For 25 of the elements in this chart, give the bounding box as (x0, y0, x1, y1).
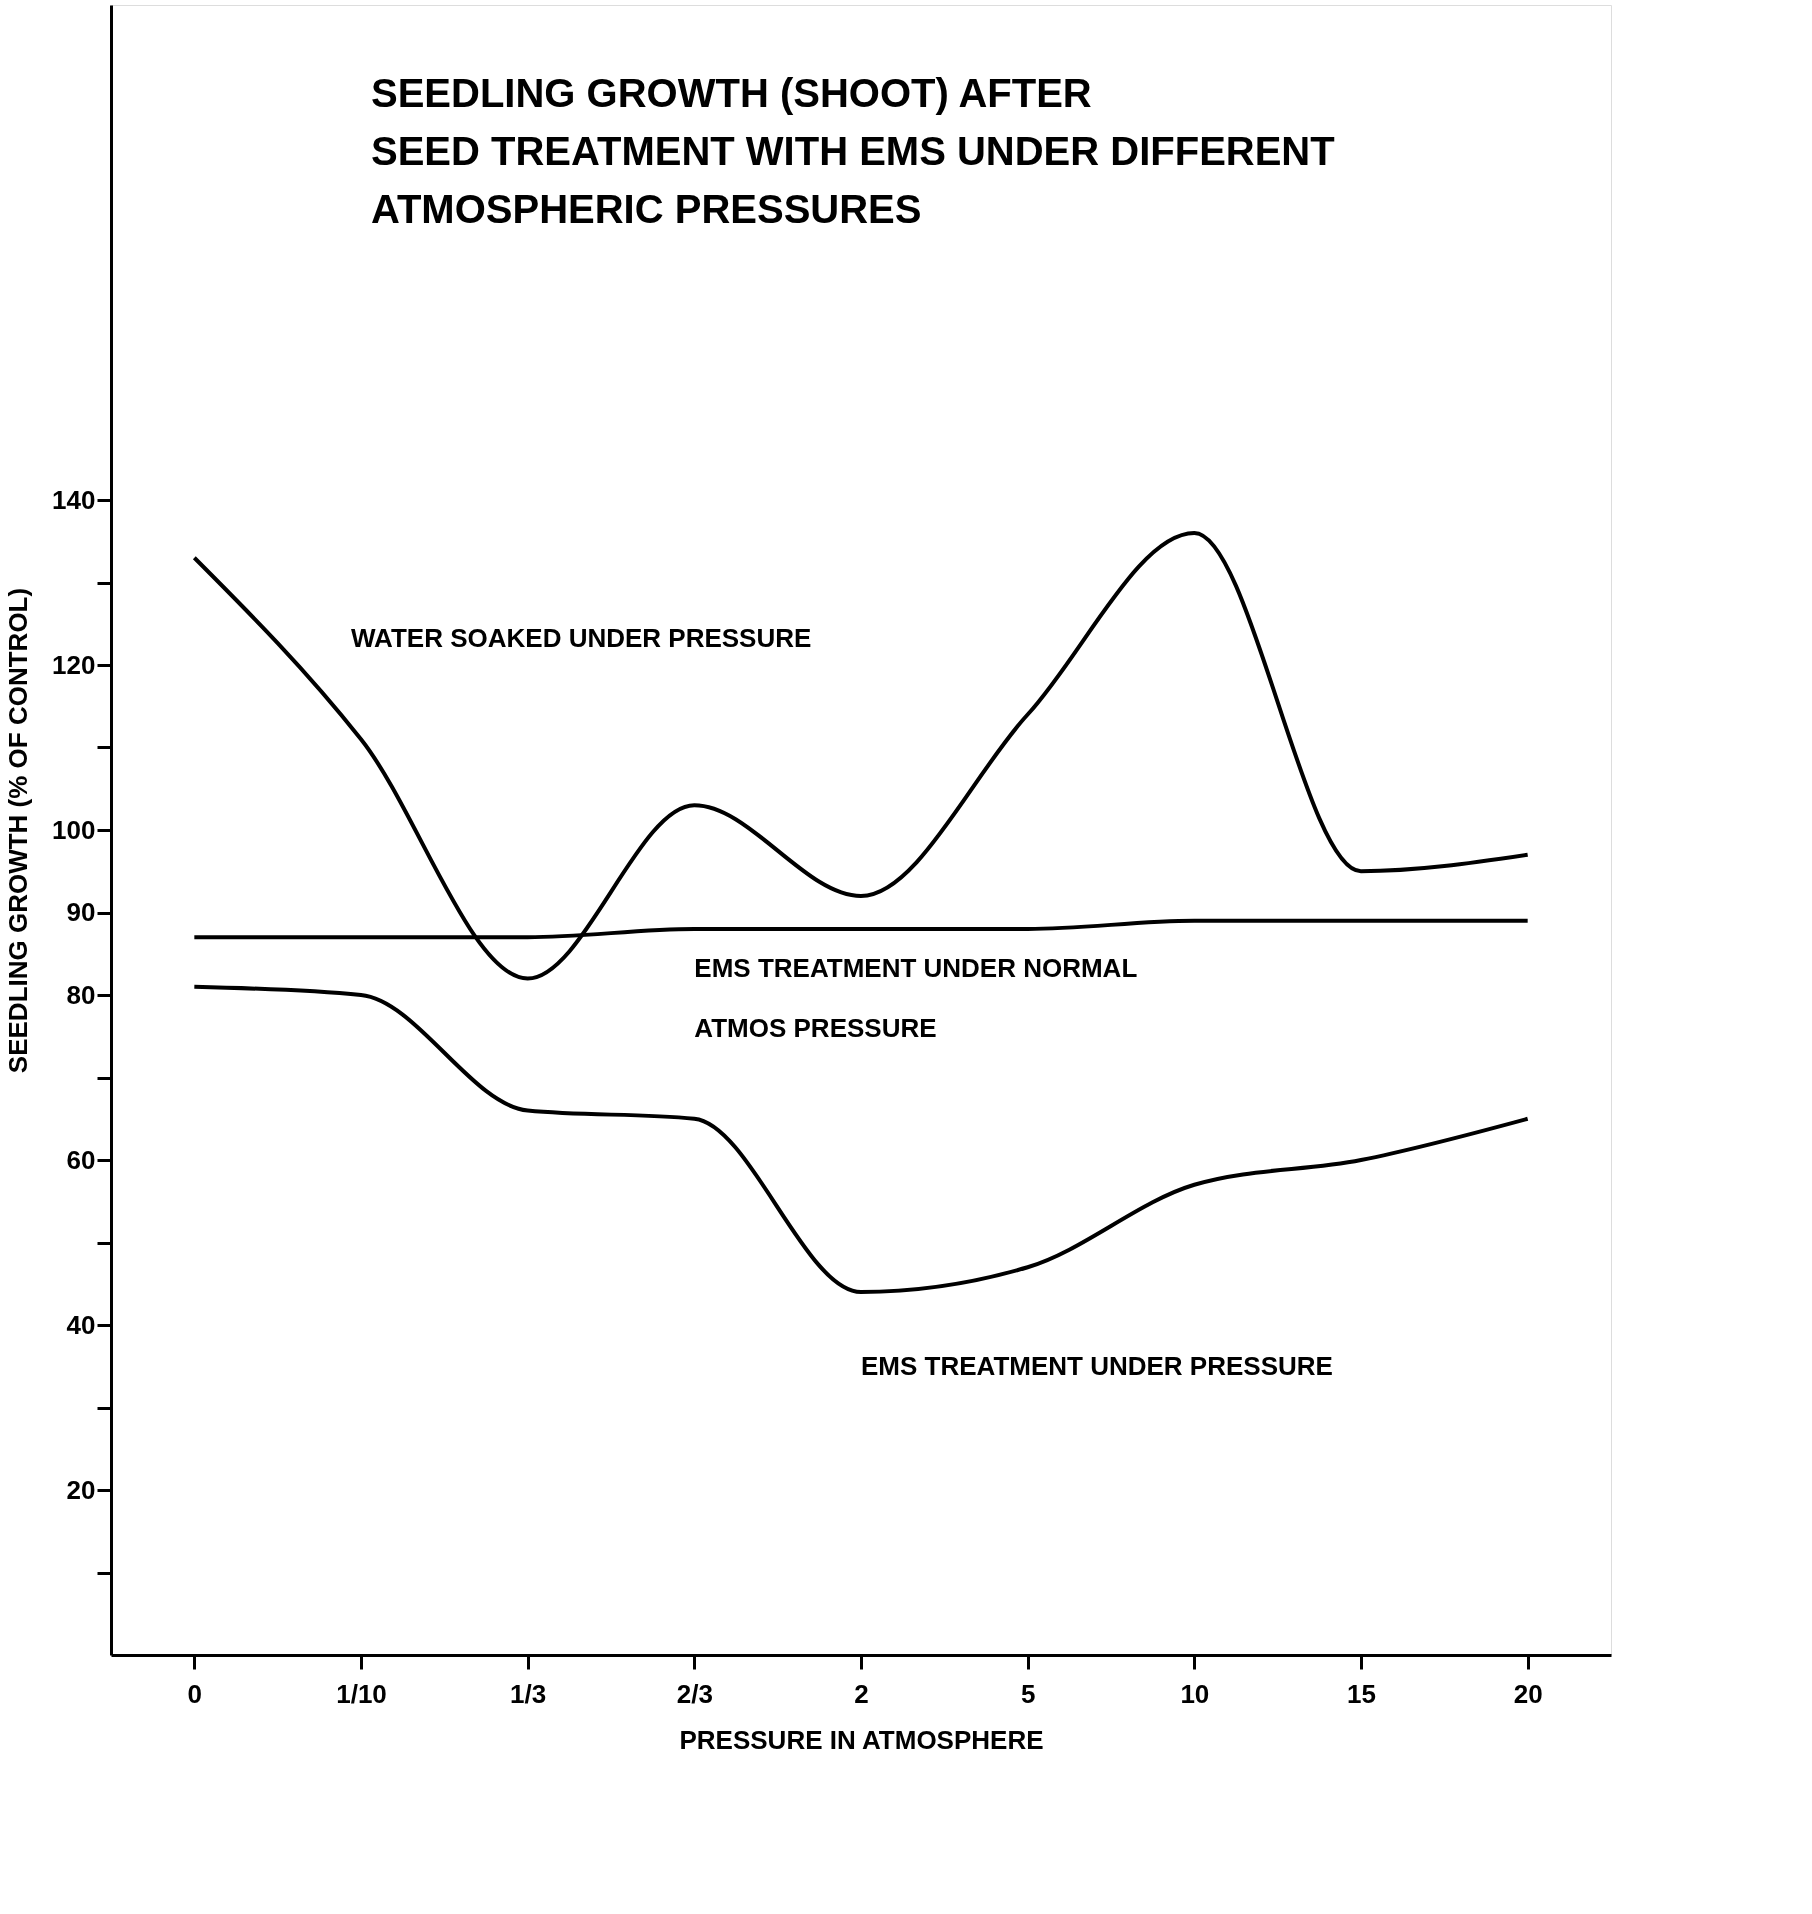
x-tick-label: 0 (187, 1678, 203, 1709)
y-tick-label: 140 (52, 484, 96, 515)
text: SEEDLING GROWTH (SHOOT) AFTER SEED TREATMENT WITH EMS UNDER DIFFERENT ATMOSPHERIC PRESSURES (371, 71, 1335, 231)
x-tick-label: 10 (1180, 1678, 1210, 1709)
line-series (192, 984, 1530, 1294)
x-tick-label: 2 (854, 1678, 869, 1709)
line-series (192, 531, 1530, 981)
x-tick-label: 2/3 (676, 1678, 713, 1709)
y-tick-label: 60 (66, 1144, 96, 1175)
x-tick-label: 20 (1513, 1678, 1543, 1709)
y-axis-title: SEEDLING GROWTH (% OF CONTROL) (3, 587, 34, 1074)
y-tick-label: 120 (52, 649, 96, 680)
series-label: EMS TREATMENT UNDER NORMAL ATMOS PRESSURE (694, 953, 1138, 1043)
y-tick-label: 100 (52, 814, 96, 845)
x-tick-label: 1/3 (510, 1678, 547, 1709)
y-tick-label: 90 (66, 897, 96, 927)
x-axis-title: PRESSURE IN ATMOSPHERE (679, 1724, 1044, 1755)
y-tick-label: 20 (66, 1474, 96, 1505)
y-tick-label: 40 (66, 1309, 96, 1340)
x-tick-label: 5 (1020, 1678, 1036, 1709)
y-tick-label: 80 (66, 979, 96, 1010)
text: EMS TREATMENT UNDER PRESSURE (861, 1351, 1333, 1381)
x-tick-label: 15 (1347, 1678, 1376, 1709)
x-tick-label: 1/10 (336, 1678, 387, 1709)
series-label: WATER SOAKED UNDER PRESSURE (351, 623, 812, 654)
